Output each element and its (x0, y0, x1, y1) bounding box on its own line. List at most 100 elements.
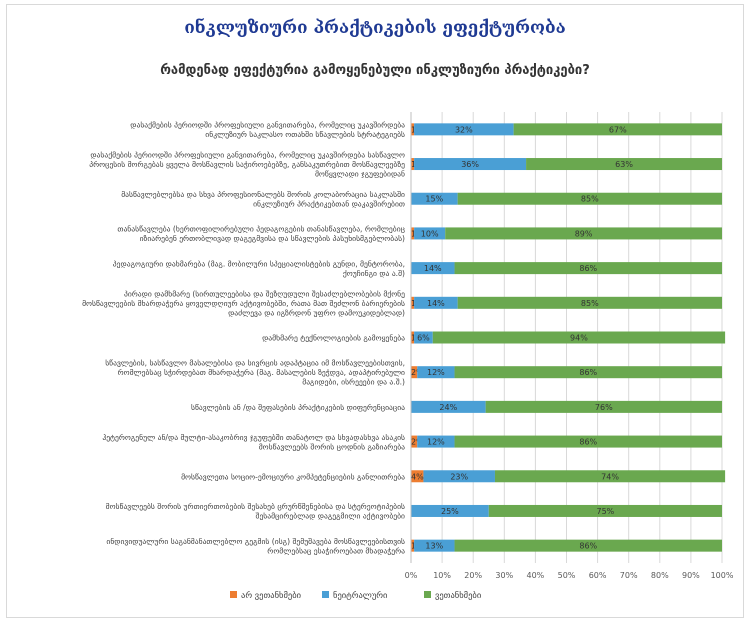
legend-swatch (424, 591, 431, 598)
bar-agree (457, 296, 722, 309)
data-label: 14% (427, 299, 445, 308)
data-label: 85% (581, 299, 599, 308)
x-tick-label: 50% (558, 571, 576, 580)
category-label: მოწყვლადი ჯგუფებიდან (315, 170, 405, 179)
bar-neutral (423, 470, 495, 483)
bar-neutral (414, 296, 458, 309)
bar-agree (454, 435, 722, 448)
bar-neutral (414, 158, 527, 171)
category-label: შესამცირებლად დაგეგმილი აქტივობები (256, 512, 406, 521)
bar-disagree (411, 366, 418, 379)
bar-disagree (411, 331, 415, 344)
category-label: ინკლუზიურ საკლასო ოთახში სწავლების სტრატ… (205, 130, 405, 139)
category-label: სწავლების ან /და შეფასების პრაქტიკების დ… (191, 403, 405, 412)
category-label: მოსწავლეებს შორის ურთიერთობების შესახებ … (106, 502, 405, 511)
data-label: 86% (579, 438, 597, 447)
data-label: 75% (596, 507, 614, 516)
data-label: 89% (575, 229, 593, 238)
category-label: დასაქმების პერიოდში პროფესიული განვითარე… (130, 121, 405, 130)
data-label: 25% (441, 507, 459, 516)
x-tick-label: 0% (405, 571, 418, 580)
category-label: იზიარებენ ერთობლივად დაგეგმვისა და სწავლ… (140, 234, 405, 243)
data-label: 6% (417, 334, 430, 343)
x-tick-label: 30% (495, 571, 513, 580)
data-label: 12% (427, 438, 445, 447)
x-tick-label: 100% (711, 571, 734, 580)
bar-neutral (417, 435, 455, 448)
x-tick-label: 20% (464, 571, 482, 580)
category-label: პროცესის მორგებას ყველა მოსწავლის საჭირო… (89, 160, 405, 169)
bar-disagree (411, 435, 418, 448)
category-label: დამხმარე ტექნოლოგიების გამოყენება (262, 334, 405, 343)
category-label: ინკლუზიურ პრაქტიკებთან დაკავშირებით (253, 199, 405, 208)
x-tick-label: 70% (620, 571, 638, 580)
x-tick-label: 60% (589, 571, 607, 580)
category-label: მაგიდები, ისრეეები და ა.შ.) (302, 378, 405, 387)
bar-neutral (411, 192, 458, 205)
legend-swatch (322, 591, 329, 598)
bar-agree (432, 331, 726, 344)
data-label: 32% (455, 125, 473, 134)
data-label: 74% (601, 472, 619, 481)
bar-neutral (414, 123, 514, 136)
bar-agree (488, 504, 722, 517)
legend-label: ვეთანხმები (435, 590, 481, 601)
category-label: სწავლების, სასწავლო მასალებისა და სივრცი… (105, 359, 405, 368)
x-tick-label: 10% (433, 571, 451, 580)
bar-agree (513, 123, 722, 136)
category-label: ქოუჩინგი და ა.შ) (343, 269, 405, 278)
category-label: თანასწავლება (ხერთოფილირებული პედაგოგები… (117, 225, 405, 234)
category-label: პირადი დამხმარე (სირთულეებისა და შეზღუდუ… (124, 289, 405, 298)
legend-label: ნეიტრალური (333, 590, 387, 601)
page-title: ინკლუზიური პრაქტიკების ეფექტურობა (184, 18, 566, 38)
category-label: მოსწავლეების მხარდაჭერა ყოველდღიურ აქტივ… (82, 299, 405, 308)
category-label: დასაქმების პერიოდში პროფესიული განვითარე… (90, 151, 405, 160)
bar-neutral (414, 539, 455, 552)
bar-neutral (414, 331, 433, 344)
bar-disagree (411, 539, 415, 552)
category-label: მასწავლებლებსა და სხვა პროფესიონალებს შო… (121, 190, 405, 199)
bar-disagree (411, 227, 415, 240)
bar-agree (445, 227, 722, 240)
bar-agree (454, 366, 722, 379)
bar-agree (485, 400, 722, 413)
bar-agree (454, 262, 722, 275)
data-label: 86% (579, 542, 597, 551)
legend-swatch (230, 591, 237, 598)
x-tick-label: 40% (527, 571, 545, 580)
category-label: მოსწავლეთა სოციო-ემოციური კომპეტენციების… (181, 472, 405, 481)
category-label: ჰეტეროგენულ ან/და მულტი-ასაკობრივ ჯგუფებ… (102, 433, 405, 442)
x-tick-label: 90% (682, 571, 700, 580)
bar-agree (454, 539, 722, 552)
bar-neutral (411, 262, 455, 275)
data-label: 24% (439, 403, 457, 412)
data-label: 94% (570, 334, 588, 343)
bar-neutral (411, 400, 486, 413)
data-label: 63% (615, 160, 633, 169)
bar-disagree (411, 296, 415, 309)
bar-disagree (411, 123, 415, 136)
chart-title: რამდენად ეფექტურია გამოყენებული ინკლუზიუ… (160, 63, 590, 78)
x-tick-label: 80% (651, 571, 669, 580)
data-label: 14% (424, 264, 442, 273)
bar-agree (494, 470, 726, 483)
bar-disagree (411, 470, 424, 483)
bar-agree (457, 192, 722, 205)
data-label: 10% (421, 229, 439, 238)
category-label: დაძლევა და იგზრდონ უფრო დამოუკიდებლად) (228, 308, 405, 317)
legend-label: არ ვეთანხმები (241, 590, 301, 601)
data-label: 67% (609, 125, 627, 134)
category-label: ინდივიდუალური საგანმანათლებლო გეგმის (ის… (106, 537, 405, 546)
category-label: მოსწავლეებს შორის ცოდნის გაზიარება (259, 442, 405, 451)
data-label: 12% (427, 368, 445, 377)
data-label: 86% (579, 368, 597, 377)
data-label: 23% (450, 472, 468, 481)
category-label: რომლებსაც ესაჭიროებათ მხადაჭერა (267, 546, 405, 555)
data-label: 4% (411, 472, 424, 481)
data-label: 76% (595, 403, 613, 412)
bar-agree (526, 158, 722, 171)
bar-neutral (411, 504, 489, 517)
data-label: 15% (425, 195, 443, 204)
bar-neutral (414, 227, 446, 240)
